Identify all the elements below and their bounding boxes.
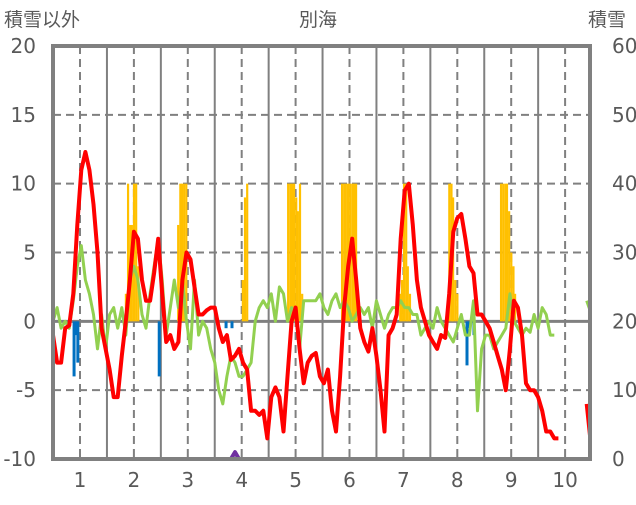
blue-bar: [230, 321, 234, 329]
blue-bar: [76, 321, 80, 363]
orange-bar: [512, 266, 515, 322]
orange-bar: [126, 183, 130, 322]
plot-border: [51, 44, 592, 461]
x-tick: 10: [552, 468, 577, 492]
y-tick-left: 0: [23, 309, 36, 333]
blue-bar: [224, 321, 228, 329]
orange-bar: [343, 183, 346, 322]
orange-bar: [183, 183, 186, 322]
orange-bar: [499, 183, 503, 322]
orange-bar: [340, 183, 344, 322]
orange-bar: [346, 183, 350, 322]
x-tick: 8: [451, 468, 464, 492]
chart-title: 別海: [299, 9, 337, 31]
orange-bar: [344, 183, 347, 322]
blue-bar: [157, 321, 161, 377]
orange-bar: [504, 183, 507, 322]
y-tick-left: 10: [11, 172, 36, 196]
orange-bar: [510, 252, 513, 322]
y-tick-right: 10: [612, 378, 636, 402]
orange-bar: [287, 183, 290, 322]
y-tick-right: 60: [612, 34, 636, 58]
orange-bar: [505, 183, 509, 322]
y-tick-left: -5: [16, 378, 36, 402]
orange-bar: [298, 183, 302, 322]
orange-bar: [246, 183, 249, 322]
orange-bar: [405, 183, 408, 322]
x-tick: 5: [289, 468, 302, 492]
y-tick-right: 40: [612, 172, 636, 196]
orange-bar: [454, 280, 457, 322]
grid: [53, 46, 590, 459]
orange-bar: [402, 183, 406, 322]
y-tick-right: 30: [612, 241, 636, 265]
orange-bar: [295, 197, 298, 322]
x-tick: 1: [74, 468, 87, 492]
orange-bar: [292, 183, 296, 322]
x-tick: 6: [343, 468, 356, 492]
orange-bar: [289, 183, 292, 322]
blue-bar: [72, 321, 76, 377]
orange-bar: [354, 183, 358, 322]
x-tick: 2: [128, 468, 141, 492]
orange-bar: [177, 224, 180, 322]
blue-bar: [465, 321, 469, 366]
orange-bar: [180, 183, 184, 322]
blue-bar: [74, 321, 78, 336]
orange-bar: [448, 183, 451, 322]
orange-bar: [135, 183, 138, 322]
orange-bar: [241, 280, 244, 322]
right-axis-title: 積雪: [588, 9, 626, 31]
orange-bar: [243, 197, 247, 322]
orange-bar: [508, 211, 511, 322]
x-tick: 9: [505, 468, 518, 492]
orange-bar: [456, 293, 459, 322]
y-tick-right: 20: [612, 309, 636, 333]
y-tick-left: 5: [23, 241, 36, 265]
y-tick-left: -10: [3, 447, 36, 471]
x-tick: 3: [181, 468, 194, 492]
y-tick-left: 15: [11, 103, 36, 127]
left-axis-title: 積雪以外: [4, 9, 80, 31]
orange-bar: [399, 293, 402, 322]
orange-bar: [406, 266, 409, 322]
orange-bar: [296, 211, 299, 322]
y-tick-left: 20: [11, 34, 36, 58]
y-tick-right: 0: [612, 447, 625, 471]
x-tick: 4: [235, 468, 248, 492]
x-tick: 7: [397, 468, 410, 492]
orange-bar: [502, 183, 505, 322]
orange-bar: [290, 183, 294, 322]
y-tick-right: 50: [612, 103, 636, 127]
orange-bar: [179, 183, 182, 322]
